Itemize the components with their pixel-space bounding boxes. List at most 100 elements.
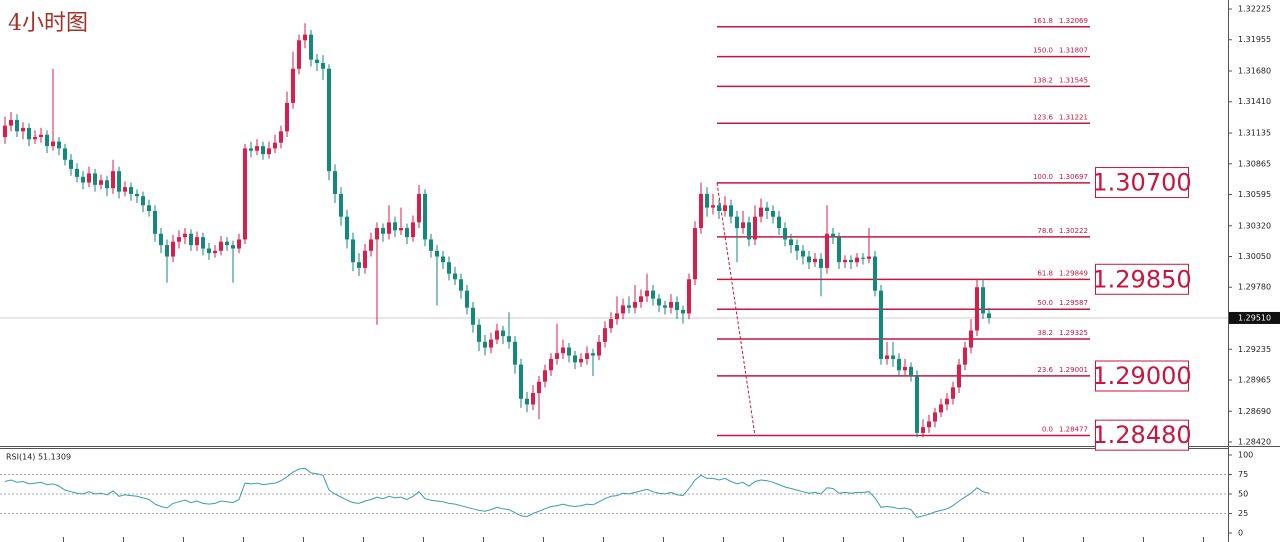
y-tick-label: 1.30320	[1238, 221, 1271, 230]
candle-body	[327, 68, 331, 172]
candle-body	[591, 353, 595, 356]
candle-body	[321, 63, 325, 69]
fib-ratio: 61.8	[1037, 269, 1053, 277]
candle-body	[207, 248, 211, 254]
candle-body	[99, 180, 103, 185]
candle-body	[123, 187, 127, 192]
candle-body	[561, 347, 565, 354]
candle-body	[951, 387, 955, 399]
candle-body	[687, 279, 691, 314]
fib-ratio: 50.0	[1037, 299, 1053, 307]
candle-body	[411, 222, 415, 238]
candle-body	[279, 131, 283, 143]
candle-body	[801, 250, 805, 257]
rsi-tick-label: 75	[1238, 470, 1248, 479]
annotation-label: 1.29000	[1092, 362, 1191, 390]
candle-body	[435, 250, 439, 257]
candle-body	[375, 228, 379, 240]
rsi-label: RSI(14) 51.1309	[6, 453, 71, 462]
candle-body	[813, 258, 817, 263]
rsi-tick-label: 25	[1238, 509, 1248, 518]
candle-body	[897, 358, 901, 371]
y-tick-label: 1.30595	[1238, 190, 1271, 199]
y-tick-label: 1.31410	[1238, 97, 1271, 106]
candle-body	[777, 216, 781, 229]
candle-body	[921, 427, 925, 433]
candle-body	[513, 341, 517, 365]
fib-ratio: 150.0	[1033, 47, 1053, 55]
candle-body	[75, 168, 79, 177]
candle-body	[225, 241, 229, 246]
candle-body	[423, 193, 427, 240]
candle-body	[873, 256, 877, 291]
candle-body	[699, 193, 703, 229]
rsi-line	[4, 467, 990, 518]
annotation-label: 1.28480	[1092, 421, 1191, 449]
candle-body	[273, 142, 277, 149]
candle-body	[441, 256, 445, 263]
candle-body	[213, 250, 217, 254]
candle-body	[363, 250, 367, 268]
candle-body	[243, 148, 247, 240]
candle-body	[903, 366, 907, 371]
candle-body	[177, 237, 181, 242]
fib-price: 1.30222	[1059, 227, 1088, 235]
y-tick-label: 1.29235	[1238, 345, 1271, 354]
candle-body	[297, 40, 301, 69]
fib-ratio: 100.0	[1033, 173, 1053, 181]
candle-body	[909, 366, 913, 376]
candle-body	[303, 34, 307, 41]
candle-body	[729, 205, 733, 217]
candle-body	[339, 193, 343, 217]
y-tick-label: 1.29780	[1238, 283, 1271, 292]
candle-body	[675, 302, 679, 310]
candle-body	[21, 127, 25, 132]
candle-body	[87, 173, 91, 183]
candle-body	[657, 298, 661, 306]
candle-body	[783, 228, 787, 240]
candle-body	[867, 256, 871, 259]
fib-ratio: 138.2	[1033, 76, 1053, 84]
candle-body	[549, 358, 553, 371]
candle-body	[417, 193, 421, 223]
candle-body	[447, 262, 451, 274]
candle-body	[165, 245, 169, 257]
candle-body	[459, 279, 463, 291]
annotation-box	[1095, 360, 1189, 392]
annotation-box	[1095, 263, 1189, 295]
candle-body	[381, 228, 385, 234]
current-price-label: 1.29510	[1238, 313, 1271, 322]
candle-body	[141, 196, 145, 206]
candle-body	[753, 216, 757, 240]
candle-body	[705, 193, 709, 208]
candle-body	[825, 233, 829, 268]
candle-body	[63, 148, 67, 160]
fib-price: 1.29001	[1059, 366, 1088, 374]
fib-price: 1.30697	[1059, 173, 1088, 181]
candle-body	[597, 341, 601, 356]
rsi-tick-label: 0	[1238, 529, 1243, 538]
candle-body	[609, 319, 613, 329]
candle-body	[9, 119, 13, 126]
candle-body	[135, 193, 139, 197]
candle-body	[69, 159, 73, 169]
fib-ratio: 123.6	[1033, 113, 1054, 121]
y-tick-label: 1.30050	[1238, 252, 1271, 261]
candle-body	[315, 59, 319, 64]
candle-body	[621, 305, 625, 314]
candle-body	[537, 381, 541, 394]
fib-price: 1.28477	[1059, 426, 1088, 434]
annotation-label: 1.29850	[1092, 265, 1191, 293]
candle-body	[369, 239, 373, 251]
candle-body	[405, 228, 409, 238]
candle-body	[759, 207, 763, 217]
candle-body	[489, 339, 493, 348]
candle-body	[171, 241, 175, 257]
candle-body	[195, 237, 199, 246]
candle-body	[627, 305, 631, 308]
candle-body	[387, 222, 391, 234]
candle-body	[201, 237, 205, 249]
fib-price: 1.31545	[1059, 76, 1088, 84]
candle-body	[309, 34, 313, 60]
